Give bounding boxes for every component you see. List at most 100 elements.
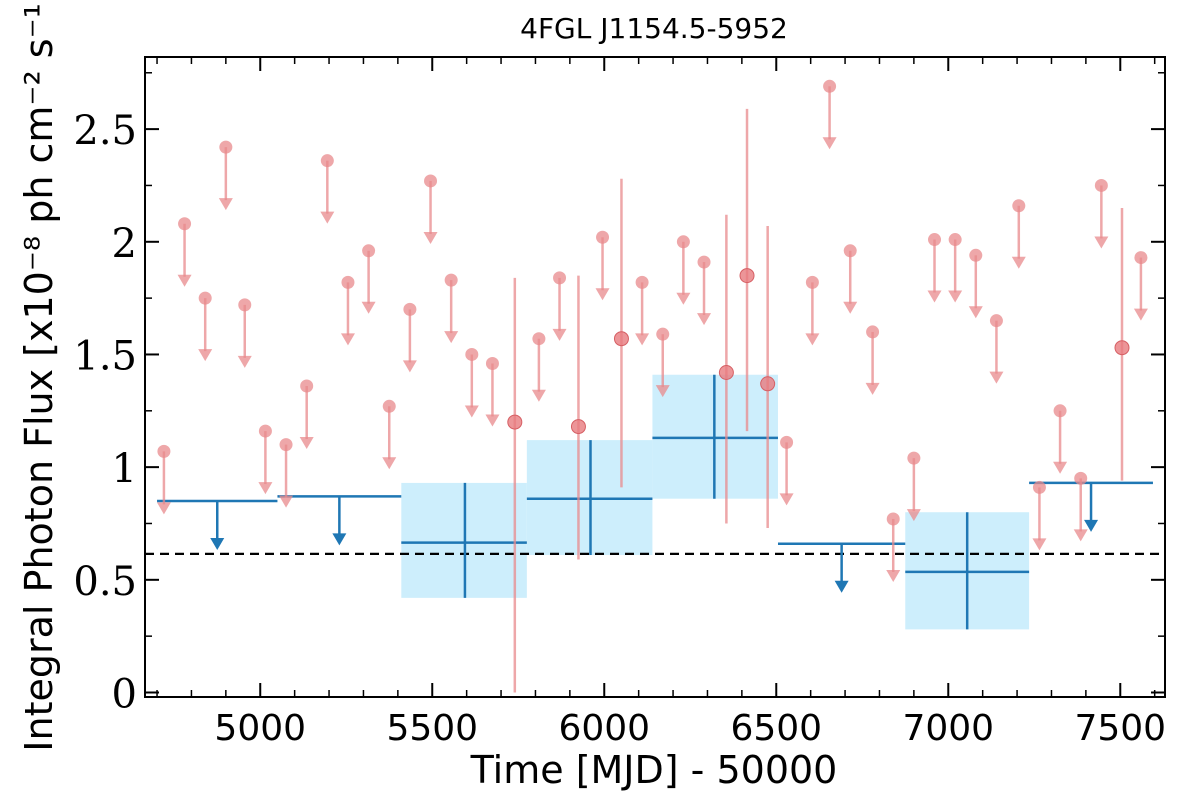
fine-bin-detection-point [1114, 340, 1130, 356]
fine-bin-detection-point [718, 364, 734, 380]
x-tick-label: 6500 [730, 708, 822, 749]
fine-bin-upper-limit-arrow-head [779, 493, 794, 506]
fine-bin-upper-limit-arrow-head [1133, 308, 1148, 321]
fine-bin-upper-limit-point [635, 275, 649, 289]
coarse-bin-upper-limit-arrow-head [834, 580, 849, 593]
fine-bin-upper-limit-arrow-head [1011, 256, 1026, 269]
fine-bin-upper-limit-point [238, 298, 252, 312]
fine-bin-upper-limit-arrow-head [1094, 236, 1109, 249]
fine-bin-upper-limit-point [424, 174, 438, 188]
fine-bin-upper-limit-arrow-head [805, 333, 820, 346]
y-tick-label: 0 [112, 671, 137, 717]
fine-bin-detection-point [613, 331, 629, 347]
fine-bin-upper-limit-arrow-head [320, 211, 335, 224]
y-tick-label: 2.5 [73, 108, 137, 154]
fine-bin-upper-limit-arrow-head [927, 290, 942, 303]
fine-bin-upper-limit-point [300, 379, 314, 393]
plot-frame [144, 56, 1166, 698]
y-tick-label: 1 [112, 446, 137, 492]
x-axis-label: Time [MJD] - 50000 [470, 748, 838, 792]
fine-bin-upper-limit-arrow-head [552, 328, 567, 341]
coarse-bin-upper-limit-arrow-head [1084, 519, 1099, 532]
fine-bin-upper-limit-point [465, 347, 479, 361]
fine-bin-upper-limit-arrow-head [906, 509, 921, 522]
fine-bin-upper-limit-arrow-head [485, 414, 500, 427]
fine-bin-upper-limit-arrow-head [865, 382, 880, 395]
fine-bin-upper-limit-arrow-head [697, 313, 712, 326]
fine-bin-upper-limit-arrow-head [402, 360, 417, 373]
fine-bin-upper-limit-point [279, 438, 293, 452]
fine-bin-upper-limit-arrow-head [218, 198, 233, 211]
fine-bin-upper-limit-point [1074, 471, 1088, 485]
fine-bin-upper-limit-point [907, 451, 921, 465]
fine-bin-detection-point [739, 268, 755, 284]
fine-bin-upper-limit-point [178, 217, 192, 231]
fine-bin-upper-limit-point [1012, 199, 1026, 213]
fine-bin-upper-limit-arrow-head [676, 292, 691, 305]
fine-bin-upper-limit-arrow-head [299, 437, 314, 450]
fine-bin-upper-limit-point [656, 327, 670, 341]
fine-bin-upper-limit-point [676, 235, 690, 249]
fine-bin-upper-limit-point [886, 512, 900, 526]
fine-bin-upper-limit-point [1134, 251, 1148, 265]
x-tick-label: 6000 [558, 708, 650, 749]
fine-bin-upper-limit-point [157, 444, 171, 458]
fine-bin-upper-limit-point [485, 356, 499, 370]
fine-bin-upper-limit-arrow-head [635, 333, 650, 346]
fine-bin-upper-limit-arrow-head [361, 301, 376, 314]
fine-bin-upper-limit-arrow-head [177, 274, 192, 287]
fine-bin-upper-limit-point [403, 302, 417, 316]
y-tick-label: 2 [112, 221, 137, 267]
fine-bin-upper-limit-arrow-head [948, 290, 963, 303]
fine-bin-upper-limit-point [362, 244, 376, 258]
x-tick-label: 5000 [214, 708, 306, 749]
fine-bin-upper-limit-point [866, 325, 880, 339]
fine-bin-detection-point [507, 414, 523, 430]
fine-bin-upper-limit-point [258, 424, 272, 438]
fine-bin-upper-limit-point [596, 230, 610, 244]
fine-bin-upper-limit-arrow-head [258, 482, 273, 495]
fine-bin-upper-limit-point [948, 233, 962, 247]
x-tick-label: 7500 [1074, 708, 1166, 749]
coarse-bin-upper-limit-arrow-head [332, 533, 347, 546]
fine-bin-upper-limit-arrow-head [340, 333, 355, 346]
fine-bin-upper-limit-point [1053, 404, 1067, 418]
fine-bin-upper-limit-point [198, 291, 212, 305]
fine-bin-upper-limit-arrow-head [595, 288, 610, 301]
fine-bin-upper-limit-point [341, 275, 355, 289]
fine-bin-upper-limit-point [928, 233, 942, 247]
fine-bin-upper-limit-point [1032, 480, 1046, 494]
fine-bin-upper-limit-arrow-head [237, 355, 252, 368]
fine-bin-upper-limit-point [1094, 178, 1108, 192]
fine-bin-upper-limit-point [843, 244, 857, 258]
fine-bin-upper-limit-arrow-head [1032, 538, 1047, 551]
fine-bin-detection-point [760, 376, 776, 392]
fine-bin-upper-limit-point [805, 275, 819, 289]
y-axis-label: Integral Photon Flux [x10⁻⁸ ph cm⁻² s⁻¹] [17, 0, 61, 752]
fine-bin-upper-limit-point [382, 399, 396, 413]
fine-bin-upper-limit-point [553, 271, 567, 285]
fine-bin-upper-limit-arrow-head [843, 301, 858, 314]
fine-bin-upper-limit-arrow-head [382, 457, 397, 470]
fine-bin-upper-limit-arrow-head [464, 405, 479, 418]
fine-bin-upper-limit-point [969, 248, 983, 262]
fine-bin-markers [156, 79, 1148, 693]
x-axis: 5000 5500 6000 6500 7000 7500 [156, 57, 1166, 749]
fine-bin-upper-limit-point [219, 140, 233, 154]
fine-bin-upper-limit-arrow-head [279, 495, 294, 508]
fine-bin-upper-limit-arrow-head [423, 231, 438, 244]
fine-bin-upper-limit-point [989, 314, 1003, 328]
y-axis: 0 0.5 1 1.5 2 2.5 [73, 72, 1165, 717]
fine-bin-detection-point [570, 419, 586, 435]
y-tick-label: 1.5 [73, 333, 137, 379]
fine-bin-upper-limit-arrow-head [444, 331, 459, 344]
fine-bin-upper-limit-arrow-head [655, 385, 670, 398]
fine-bin-upper-limit-arrow-head [1073, 529, 1088, 542]
fine-bin-upper-limit-arrow-head [822, 137, 837, 150]
coarse-bin-markers [157, 374, 1153, 630]
fine-bin-upper-limit-point [780, 435, 794, 449]
fine-bin-upper-limit-arrow-head [968, 306, 983, 319]
fine-bin-upper-limit-arrow-head [531, 389, 546, 402]
fine-bin-upper-limit-arrow-head [886, 569, 901, 582]
